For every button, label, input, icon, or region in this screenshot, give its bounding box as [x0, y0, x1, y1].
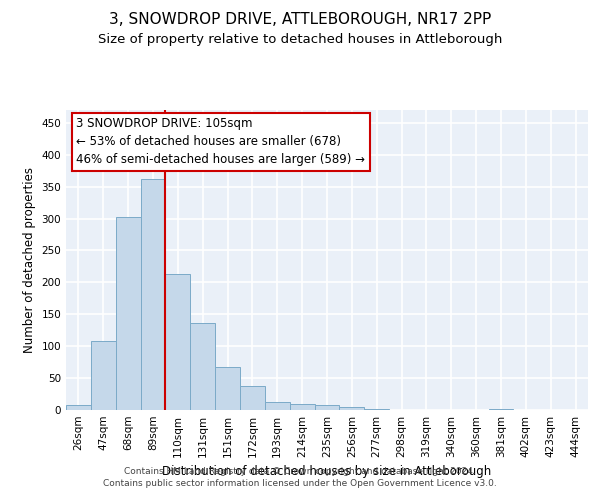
Bar: [290, 404, 314, 410]
Bar: [240, 386, 265, 410]
Y-axis label: Number of detached properties: Number of detached properties: [23, 167, 36, 353]
Text: Contains HM Land Registry data © Crown copyright and database right 2024.
Contai: Contains HM Land Registry data © Crown c…: [103, 466, 497, 487]
Bar: [265, 402, 290, 410]
Bar: [166, 274, 190, 410]
Bar: [116, 217, 140, 410]
Bar: [488, 408, 514, 410]
Bar: [364, 408, 389, 410]
Text: 3, SNOWDROP DRIVE, ATTLEBOROUGH, NR17 2PP: 3, SNOWDROP DRIVE, ATTLEBOROUGH, NR17 2P…: [109, 12, 491, 28]
Bar: [314, 405, 340, 410]
Bar: [215, 366, 240, 410]
Bar: [91, 341, 116, 410]
Bar: [190, 323, 215, 410]
Bar: [340, 407, 364, 410]
Bar: [66, 405, 91, 410]
Text: 3 SNOWDROP DRIVE: 105sqm
← 53% of detached houses are smaller (678)
46% of semi-: 3 SNOWDROP DRIVE: 105sqm ← 53% of detach…: [76, 118, 365, 166]
Bar: [140, 179, 166, 410]
X-axis label: Distribution of detached houses by size in Attleborough: Distribution of detached houses by size …: [163, 466, 491, 478]
Text: Size of property relative to detached houses in Attleborough: Size of property relative to detached ho…: [98, 32, 502, 46]
